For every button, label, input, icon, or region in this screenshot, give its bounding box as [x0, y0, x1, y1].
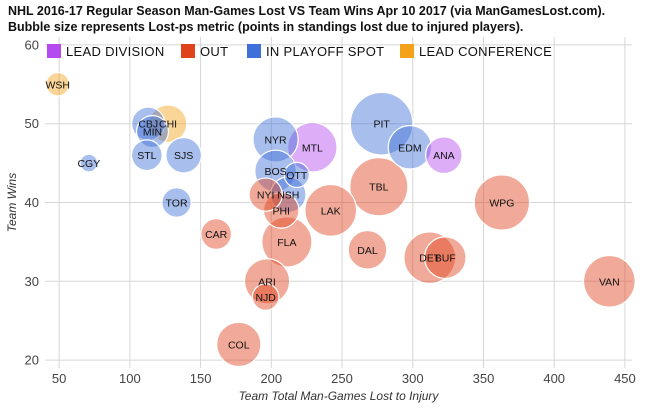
x-tick-label: 150 — [190, 371, 212, 386]
bubble-van — [582, 254, 636, 308]
x-tick-label: 300 — [402, 371, 424, 386]
legend-label-out: OUT — [200, 44, 228, 59]
bubble-dal — [347, 229, 388, 270]
bubble-label-tbl: TBL — [369, 182, 388, 194]
bubble-car — [200, 218, 233, 250]
legend-swatch-out — [181, 44, 195, 58]
legend-swatch-lead_division — [47, 44, 61, 58]
bubble-label-buf: BUF — [435, 253, 456, 265]
x-tick-label: 250 — [331, 371, 353, 386]
bubble-nyi — [248, 177, 283, 212]
bubble-label-tor: TOR — [166, 198, 188, 210]
bubble-njd — [251, 283, 280, 311]
legend-swatch-playoff — [247, 44, 261, 58]
bubble-label-sjs: SJS — [174, 150, 193, 162]
bubble-label-ari: ARI — [258, 276, 276, 288]
y-axis-title: Team Wins — [5, 173, 19, 232]
legend: LEAD DIVISION OUT IN PLAYOFF SPOT LEAD CONF… — [47, 44, 552, 59]
bubble-pit — [349, 91, 414, 156]
bubble-col — [216, 321, 262, 368]
x-tick-label: 350 — [473, 371, 495, 386]
x-tick-label: 400 — [543, 371, 565, 386]
bubble-sjs — [165, 136, 202, 174]
bubble-det — [403, 231, 457, 285]
bubble-stl — [130, 139, 163, 172]
bubble-tbl — [349, 157, 409, 217]
bubble-label-phi: PHI — [272, 205, 290, 217]
bubble-label-min: MIN — [143, 127, 162, 139]
bubble-label-edm: EDM — [398, 142, 421, 154]
y-tick-label: 60 — [25, 37, 39, 52]
bubble-wpg — [473, 174, 531, 231]
y-tick-label: 40 — [25, 195, 39, 210]
bubble-label-car: CAR — [205, 229, 228, 241]
legend-label-lead_conference: LEAD CONFERENCE — [419, 44, 552, 59]
bubble-label-stl: STL — [137, 150, 156, 162]
y-tick-label: 20 — [25, 353, 39, 368]
bubble-ana — [425, 136, 463, 175]
x-tick-label: 450 — [614, 371, 636, 386]
bubble-label-lak: LAK — [321, 205, 341, 217]
bubble-label-wsh: WSH — [45, 79, 70, 91]
x-tick-label: 50 — [52, 371, 66, 386]
bubble-label-col: COL — [228, 339, 250, 351]
y-tick-label: 50 — [25, 116, 39, 131]
x-tick-label: 200 — [260, 371, 282, 386]
bubble-nyr — [252, 116, 299, 163]
bubble-label-fla: FLA — [277, 237, 296, 249]
bubble-cgy — [79, 153, 99, 173]
bubble-edm — [387, 125, 433, 170]
bubble-label-cbj: CBJ — [138, 119, 158, 131]
bubble-label-wpg: WPG — [489, 198, 514, 210]
bubble-label-dal: DAL — [357, 245, 378, 257]
chart-title: NHL 2016-17 Regular Season Man-Games Los… — [8, 3, 605, 35]
bubble-label-det: DET — [419, 253, 441, 265]
bubble-label-pit: PIT — [373, 119, 390, 131]
legend-swatch-lead_conference — [400, 44, 414, 58]
bubble-label-bos: BOS — [264, 166, 286, 178]
bubble-label-ott: OTT — [286, 170, 308, 182]
bubble-label-van: VAN — [599, 276, 620, 288]
bubble-ott — [283, 161, 310, 189]
legend-label-playoff: IN PLAYOFF SPOT — [266, 44, 384, 59]
bubble-label-chi: CHI — [159, 119, 177, 131]
bubble-wsh — [45, 71, 71, 97]
x-axis-title: Team Total Man-Games Lost to Injury — [239, 389, 440, 403]
y-tick-label: 30 — [25, 274, 39, 289]
bubble-phi — [262, 192, 300, 229]
bubble-label-nyr: NYR — [264, 134, 287, 146]
bubble-label-mtl: MTL — [302, 142, 323, 154]
bubble-label-nyi: NYI — [257, 190, 275, 202]
grid — [45, 37, 632, 368]
bubble-label-cgy: CGY — [77, 158, 100, 170]
legend-label-lead_division: LEAD DIVISION — [66, 44, 165, 59]
bubble-mtl — [287, 122, 338, 173]
tick-labels: 50 100 150 200 250 300 350 400 450 20 30 40 50 60 — [25, 37, 636, 386]
bubble-chi — [148, 104, 188, 144]
bubble-fla — [261, 216, 313, 268]
bubble-label-nsh: NSH — [277, 190, 299, 202]
bubbles — [45, 71, 636, 368]
x-tick-label: 100 — [119, 371, 141, 386]
bubble-buf — [423, 236, 467, 280]
bubble-lak — [304, 183, 358, 237]
bubble-label-njd: NJD — [255, 292, 276, 304]
bubble-label-ana: ANA — [433, 150, 455, 162]
bubble-tor — [161, 187, 192, 218]
chart-title-line-1: NHL 2016-17 Regular Season Man-Games Los… — [8, 4, 606, 18]
chart-title-line-2: Bubble size represents Lost-ps metric (p… — [8, 20, 524, 34]
